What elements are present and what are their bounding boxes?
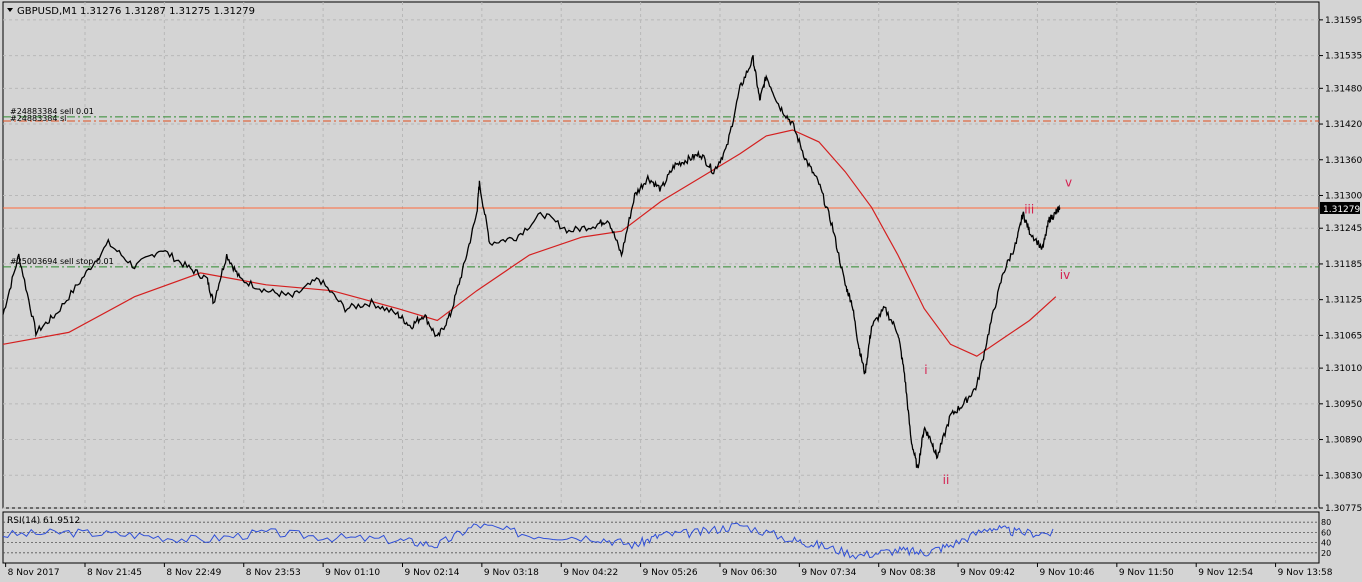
rsi-level-label: 80 — [1321, 518, 1331, 527]
time-tick-label: 9 Nov 02:14 — [404, 568, 459, 578]
price-tick-label: 1.31010 — [1325, 364, 1362, 374]
price-tick-label: 1.31360 — [1325, 156, 1362, 166]
price-tick-label: 1.30775 — [1325, 504, 1362, 514]
price-tick-label: 1.31185 — [1325, 260, 1362, 270]
wave-label: i — [924, 363, 927, 377]
time-tick-label: 9 Nov 06:30 — [722, 568, 777, 578]
price-tick-label: 1.30950 — [1325, 400, 1362, 410]
price-line — [2, 55, 1061, 469]
rsi-line — [2, 522, 1054, 560]
chart-header: GBPUSD,M1 1.31276 1.31287 1.31275 1.3127… — [7, 6, 255, 17]
time-tick-label: 8 Nov 2017 — [8, 568, 60, 578]
ohlc-values: 1.31276 1.31287 1.31275 1.31279 — [80, 6, 255, 17]
order-line-label: #24883384 sl — [10, 114, 66, 123]
price-tick-label: 1.31595 — [1325, 16, 1362, 26]
wave-label: iv — [1060, 268, 1070, 282]
time-axis: 8 Nov 2017 8 Nov 21:45 8 Nov 22:49 8 Nov 23… — [5, 563, 1333, 578]
dropdown-triangle-icon[interactable] — [7, 8, 13, 12]
price-tick-label: 1.31125 — [1325, 296, 1362, 306]
order-line-label: #24883384 sell 0.01 — [10, 107, 94, 116]
price-tick-label: 1.31480 — [1325, 84, 1362, 94]
time-tick-label: 9 Nov 04:22 — [563, 568, 618, 578]
wave-label: v — [1065, 176, 1072, 190]
wave-label: iii — [1024, 202, 1034, 216]
time-tick-label: 9 Nov 11:50 — [1119, 568, 1174, 578]
rsi-plot-area[interactable] — [2, 511, 1320, 564]
price-tick-label: 1.31065 — [1325, 331, 1362, 341]
time-tick-label: 9 Nov 08:38 — [881, 568, 936, 578]
time-tick-label: 9 Nov 03:18 — [484, 568, 539, 578]
price-tick-label: 1.30890 — [1325, 436, 1362, 446]
time-tick-label: 8 Nov 22:49 — [166, 568, 221, 578]
rsi-label: RSI(14) 61.9512 — [7, 516, 80, 526]
time-tick-label: 9 Nov 13:58 — [1278, 568, 1333, 578]
price-axis: 1.31595 1.31535 1.31480 1.31420 1.31360 1.313… — [1319, 16, 1362, 514]
time-tick-label: 8 Nov 23:53 — [246, 568, 301, 578]
main-plot-area[interactable] — [2, 1, 1320, 509]
order-lines[interactable]: #24883384 sell 0.01#24883384 sl #25003694… — [3, 107, 1319, 268]
moving-average-line — [2, 129, 1057, 357]
time-tick-label: 9 Nov 09:42 — [960, 568, 1015, 578]
price-tick-label: 1.31245 — [1325, 224, 1362, 234]
price-tick-label: 1.30830 — [1325, 471, 1362, 481]
rsi-level-label: 20 — [1321, 549, 1331, 558]
current-price-box — [1320, 201, 1360, 214]
main-grid — [3, 2, 1319, 509]
time-tick-label: 9 Nov 05:26 — [643, 568, 698, 578]
current-price-label: 1.31279 — [1323, 205, 1360, 215]
rsi-levels — [3, 521, 1319, 554]
price-tick-label: 1.31300 — [1325, 191, 1362, 201]
time-tick-label: 9 Nov 07:34 — [801, 568, 856, 578]
rsi-level-label: 60 — [1321, 528, 1331, 537]
rsi-level-label: 40 — [1321, 539, 1331, 548]
price-tick-label: 1.31535 — [1325, 52, 1362, 62]
order-line-label: #25003694 sell stop 0.01 — [10, 257, 114, 266]
time-tick-label: 8 Nov 21:45 — [87, 568, 142, 578]
time-tick-label: 9 Nov 10:46 — [1039, 568, 1094, 578]
wave-label: ii — [943, 473, 950, 487]
price-tick-label: 1.31420 — [1325, 120, 1362, 130]
symbol-label: GBPUSD,M1 — [17, 6, 77, 17]
time-tick-label: 9 Nov 01:10 — [325, 568, 380, 578]
time-tick-label: 9 Nov 12:54 — [1198, 568, 1253, 578]
